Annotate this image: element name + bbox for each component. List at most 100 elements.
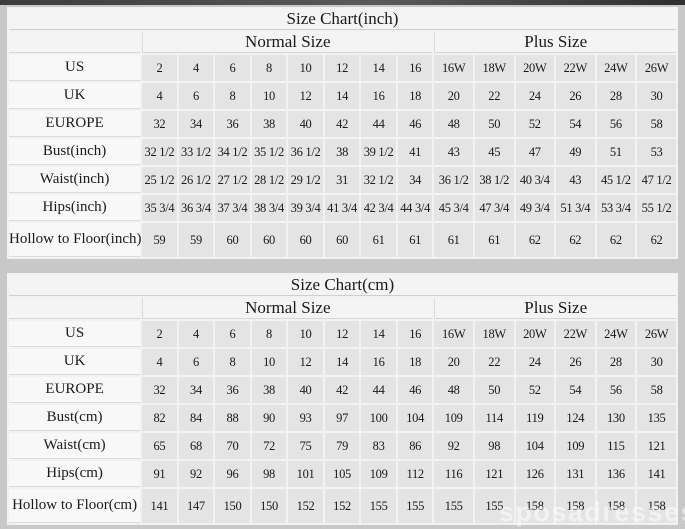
- size-value-cell: 61: [474, 223, 514, 257]
- size-value-cell: 38 1/2: [474, 167, 514, 193]
- table-row: UK 4 6 8 10 12 14 16 18 20 22 24 26 28 30: [9, 349, 676, 375]
- size-value-cell: 16: [397, 321, 433, 347]
- size-value-cell: 104: [515, 433, 555, 459]
- size-value-cell: 20W: [515, 55, 555, 81]
- size-value-cell: 6: [215, 321, 250, 347]
- size-value-cell: 25 1/2: [142, 167, 177, 193]
- size-value-cell: 24: [515, 349, 555, 375]
- size-value-cell: 158: [515, 489, 555, 523]
- size-value-cell: 62: [556, 223, 595, 257]
- size-value-cell: 22: [474, 83, 514, 109]
- size-value-cell: 44: [361, 377, 396, 403]
- size-value-cell: 53: [637, 139, 676, 165]
- row-label: Hollow to Floor(cm): [9, 489, 141, 523]
- size-value-cell: 158: [596, 489, 636, 523]
- size-value-cell: 62: [515, 223, 555, 257]
- size-value-cell: 56: [596, 377, 636, 403]
- size-value-cell: 14: [324, 349, 360, 375]
- size-value-cell: 12: [288, 349, 323, 375]
- size-value-cell: 60: [251, 223, 287, 257]
- size-value-cell: 60: [324, 223, 360, 257]
- size-value-cell: 24W: [596, 321, 636, 347]
- size-value-cell: 12: [324, 321, 360, 347]
- row-label: Hips(inch): [9, 195, 141, 221]
- size-value-cell: 33 1/2: [178, 139, 214, 165]
- size-value-cell: 14: [324, 83, 360, 109]
- size-value-cell: 12: [288, 83, 323, 109]
- size-value-cell: 4: [178, 321, 214, 347]
- size-value-cell: 72: [251, 433, 287, 459]
- size-value-cell: 121: [474, 461, 514, 487]
- size-value-cell: 20: [434, 349, 473, 375]
- size-value-cell: 84: [178, 405, 214, 431]
- size-value-cell: 32: [142, 111, 177, 137]
- size-value-cell: 104: [397, 405, 433, 431]
- size-value-cell: 16W: [434, 55, 473, 81]
- row-label: UK: [9, 83, 141, 109]
- size-value-cell: 155: [474, 489, 514, 523]
- size-value-cell: 20: [434, 83, 473, 109]
- size-value-cell: 44: [361, 111, 396, 137]
- size-value-cell: 100: [361, 405, 396, 431]
- table-row: EUROPE 32 34 36 38 40 42 44 46 48 50 52 54 56 58: [9, 111, 676, 137]
- table-row: Bust(inch) 32 1/2 33 1/2 34 1/2 35 1/2 36 1/2…: [9, 139, 676, 165]
- size-value-cell: 79: [324, 433, 360, 459]
- size-value-cell: 58: [637, 377, 676, 403]
- size-value-cell: 45 3/4: [434, 195, 473, 221]
- size-value-cell: 36 1/2: [288, 139, 323, 165]
- size-value-cell: 24: [515, 83, 555, 109]
- size-chart-cm-section: Size Chart(cm) Normal Size Plus Size US 2 4 6 8…: [7, 273, 678, 525]
- size-value-cell: 131: [556, 461, 595, 487]
- size-value-cell: 4: [178, 55, 214, 81]
- size-value-cell: 8: [215, 83, 250, 109]
- size-value-cell: 36 3/4: [178, 195, 214, 221]
- size-value-cell: 49: [556, 139, 595, 165]
- size-value-cell: 47 3/4: [474, 195, 514, 221]
- size-value-cell: 6: [178, 349, 214, 375]
- table-row: Hollow to Floor(cm) 141 147 150 150 152 152 155…: [9, 489, 676, 523]
- size-value-cell: 18W: [474, 55, 514, 81]
- size-value-cell: 49 3/4: [515, 195, 555, 221]
- size-value-cell: 36 1/2: [434, 167, 473, 193]
- size-value-cell: 26: [556, 83, 595, 109]
- size-value-cell: 40 3/4: [515, 167, 555, 193]
- size-value-cell: 141: [142, 489, 177, 523]
- size-value-cell: 150: [251, 489, 287, 523]
- size-value-cell: 109: [556, 433, 595, 459]
- size-value-cell: 10: [251, 83, 287, 109]
- size-value-cell: 32 1/2: [142, 139, 177, 165]
- size-value-cell: 42 3/4: [361, 195, 396, 221]
- size-value-cell: 45 1/2: [596, 167, 636, 193]
- size-value-cell: 47: [515, 139, 555, 165]
- size-value-cell: 121: [637, 433, 676, 459]
- size-value-cell: 16: [361, 349, 396, 375]
- size-value-cell: 52: [515, 377, 555, 403]
- size-value-cell: 56: [596, 111, 636, 137]
- size-chart-page: Size Chart(inch) Normal Size Plus Size US 2 4…: [0, 5, 685, 525]
- plus-size-header: Plus Size: [434, 32, 676, 53]
- size-value-cell: 150: [215, 489, 250, 523]
- size-value-cell: 22: [474, 349, 514, 375]
- size-value-cell: 34: [178, 377, 214, 403]
- size-value-cell: 10: [288, 55, 323, 81]
- table-row: Hollow to Floor(inch) 59 59 60 60 60 60 61 61 61 6…: [9, 223, 676, 257]
- size-value-cell: 61: [434, 223, 473, 257]
- size-value-cell: 51 3/4: [556, 195, 595, 221]
- size-value-cell: 93: [288, 405, 323, 431]
- size-value-cell: 59: [178, 223, 214, 257]
- size-value-cell: 92: [434, 433, 473, 459]
- size-value-cell: 53 3/4: [596, 195, 636, 221]
- size-value-cell: 48: [434, 377, 473, 403]
- row-label: Hips(cm): [9, 461, 141, 487]
- size-value-cell: 41 3/4: [324, 195, 360, 221]
- size-value-cell: 28: [596, 83, 636, 109]
- row-label: Waist(inch): [9, 167, 141, 193]
- size-value-cell: 37 3/4: [215, 195, 250, 221]
- size-value-cell: 135: [637, 405, 676, 431]
- size-value-cell: 90: [251, 405, 287, 431]
- size-value-cell: 68: [178, 433, 214, 459]
- size-chart-cm-table: Size Chart(cm) Normal Size Plus Size US 2 4 6 8…: [7, 273, 678, 525]
- row-label: Bust(cm): [9, 405, 141, 431]
- size-value-cell: 39 1/2: [361, 139, 396, 165]
- size-value-cell: 130: [596, 405, 636, 431]
